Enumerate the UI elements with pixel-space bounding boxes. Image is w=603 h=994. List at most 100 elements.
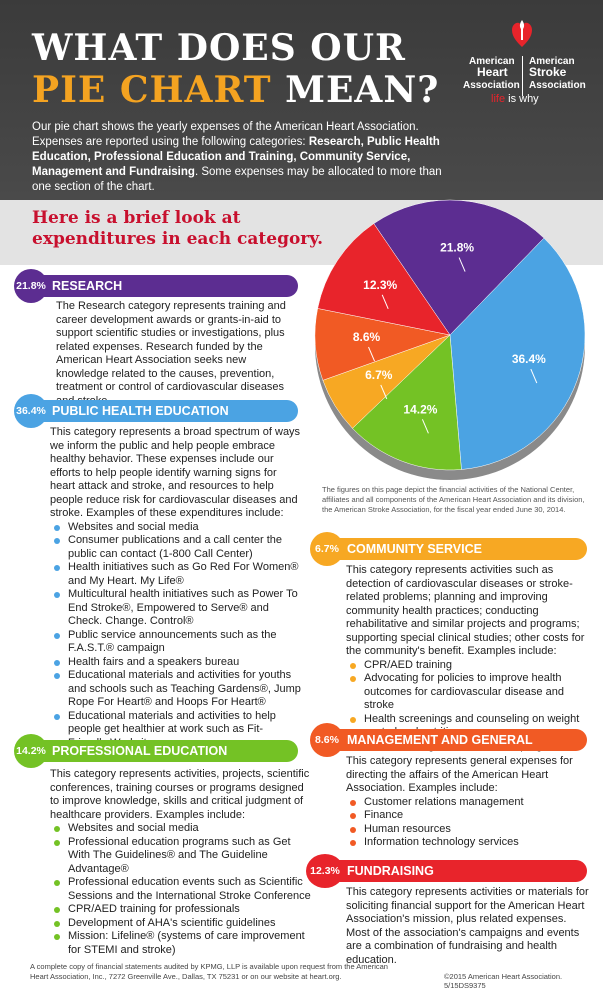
logo-text: American bbox=[469, 56, 515, 67]
pie-slice-professional-education-training bbox=[352, 334, 462, 471]
professional-list-item: Professional education events such as Sc… bbox=[50, 876, 312, 903]
bullet-icon bbox=[54, 839, 60, 846]
bullet-icon bbox=[54, 907, 60, 913]
tagline-life: life bbox=[491, 93, 506, 105]
bullet-icon bbox=[350, 840, 356, 846]
management-body: This category represents general expense… bbox=[346, 755, 586, 850]
aha-asa-logo: American Heart Association American Stro… bbox=[463, 18, 593, 118]
public-health-percent-badge: 36.4% bbox=[14, 394, 48, 428]
title-end: MEAN? bbox=[285, 69, 440, 111]
public-item-text: Consumer publications and a call center … bbox=[68, 534, 283, 560]
professional-item-text: Professional education events such as Sc… bbox=[68, 876, 311, 902]
fundraising-header: FUNDRAISING bbox=[333, 860, 587, 882]
pie-slice-research bbox=[373, 199, 545, 336]
public-health-text: This category represents a broad spectru… bbox=[50, 426, 301, 519]
research-text: The Research category represents trainin… bbox=[56, 300, 286, 407]
title-highlight: PIE CHART bbox=[32, 69, 272, 111]
bullet-icon bbox=[350, 799, 356, 806]
pie-label-leader bbox=[381, 294, 389, 310]
bullet-icon bbox=[54, 524, 60, 531]
community-item-text: Advocating for policies to improve healt… bbox=[364, 672, 564, 711]
fundraising-body: This category represents activities or m… bbox=[346, 886, 591, 967]
bullet-icon bbox=[54, 565, 60, 571]
research-body: The Research category represents trainin… bbox=[56, 300, 296, 408]
bullet-icon bbox=[54, 659, 60, 666]
professional-body: This category represents activities, pro… bbox=[50, 768, 312, 957]
public-item-text: Educational materials and activities for… bbox=[68, 669, 301, 708]
public-item-text: Websites and social media bbox=[68, 520, 199, 533]
public-list-item: Educational materials and activities to … bbox=[50, 710, 302, 751]
professional-list-item: Websites and social media bbox=[50, 822, 312, 836]
management-list-item: Finance bbox=[346, 809, 586, 823]
professional-list-item: CPR/AED training for professionals bbox=[50, 903, 312, 917]
logo-text: Association bbox=[463, 80, 520, 91]
community-percent-badge: 6.7% bbox=[310, 532, 344, 566]
community-list-item: Advocating for policies to improve healt… bbox=[346, 672, 591, 713]
management-item-text: Human resources bbox=[364, 822, 451, 835]
professional-item-text: Development of AHA's scientific guidelin… bbox=[68, 916, 276, 929]
brief-heading: Here is a brief look at expenditures in … bbox=[32, 208, 324, 249]
tagline: life is why bbox=[491, 93, 539, 105]
public-health-list: Websites and social media Consumer public… bbox=[50, 521, 302, 751]
professional-item-text: Mission: Lifeline® (systems of care impr… bbox=[68, 930, 305, 956]
bullet-icon bbox=[54, 592, 60, 598]
pie-slice-public-health-education bbox=[449, 237, 586, 470]
pie-slice-label: 14.2% bbox=[403, 402, 437, 416]
title-line-2: PIE CHART MEAN? bbox=[32, 70, 439, 110]
logo-divider bbox=[522, 56, 523, 96]
pie-label-leader bbox=[530, 368, 538, 384]
bullet-icon bbox=[54, 538, 60, 544]
bullet-icon bbox=[54, 880, 60, 886]
management-list-item: Information technology services bbox=[346, 836, 586, 850]
public-item-text: Multicultural health initiatives such as… bbox=[68, 588, 298, 627]
management-list: Customer relations management Finance Huma… bbox=[346, 796, 586, 850]
public-list-item: Health initiatives such as Go Red For Wo… bbox=[50, 561, 302, 588]
community-title: COMMUNITY SERVICE bbox=[347, 542, 482, 556]
community-list-item: CPR/AED training bbox=[346, 659, 591, 673]
header-banner bbox=[0, 0, 603, 200]
intro-categories: Research, Public Health Education, Profe… bbox=[32, 136, 440, 178]
public-item-text: Educational materials and activities to … bbox=[68, 709, 276, 749]
footer-audit-note: A complete copy of financial statements … bbox=[30, 962, 388, 981]
community-item-text: CPR/AED training bbox=[364, 658, 453, 671]
public-list-item: Educational materials and activities for… bbox=[50, 669, 302, 710]
public-list-item: Health fairs and a speakers bureau bbox=[50, 656, 302, 670]
public-list-item: Multicultural health initiatives such as… bbox=[50, 588, 302, 629]
professional-item-text: Websites and social media bbox=[68, 822, 199, 834]
professional-item-text: CPR/AED training for professionals bbox=[68, 903, 240, 915]
pie-slice-label: 12.3% bbox=[363, 278, 397, 292]
pie-label-leader bbox=[421, 419, 429, 434]
pie-slice-label: 21.8% bbox=[440, 241, 474, 255]
management-title: MANAGEMENT AND GENERAL bbox=[347, 733, 533, 747]
bullet-icon bbox=[350, 813, 356, 819]
professional-percent-badge: 14.2% bbox=[14, 734, 48, 768]
community-header: COMMUNITY SERVICE bbox=[333, 538, 587, 560]
management-item-text: Information technology services bbox=[364, 836, 519, 848]
research-title: RESEARCH bbox=[52, 279, 123, 293]
professional-list-item: Professional education programs such as … bbox=[50, 836, 312, 877]
management-item-text: Customer relations management bbox=[364, 795, 524, 808]
pie-slice-label: 36.4% bbox=[512, 352, 546, 366]
management-text: This category represents general expense… bbox=[346, 755, 573, 794]
bullet-icon bbox=[54, 826, 60, 832]
management-list-item: Human resources bbox=[346, 823, 586, 837]
logo-text: Heart bbox=[477, 65, 508, 79]
public-list-item: Consumer publications and a call center … bbox=[50, 534, 302, 561]
public-item-text: Public service announcements such as the… bbox=[68, 628, 277, 655]
professional-item-text: Professional education programs such as … bbox=[68, 835, 291, 875]
pie-slice-label: 6.7% bbox=[365, 368, 393, 382]
management-header: MANAGEMENT AND GENERAL bbox=[333, 729, 587, 751]
logo-text: Stroke bbox=[529, 65, 567, 79]
bullet-icon bbox=[54, 934, 60, 940]
bullet-icon bbox=[54, 920, 60, 927]
title-line-1: WHAT DOES OUR bbox=[32, 27, 406, 69]
bullet-icon bbox=[350, 662, 356, 669]
bullet-icon bbox=[54, 632, 60, 639]
public-list-item: Websites and social media bbox=[50, 521, 302, 535]
expense-pie-chart: 21.8% 36.4% 14.2% 6.7% 8.6% 12.3% bbox=[314, 199, 586, 480]
public-health-body: This category represents a broad spectru… bbox=[50, 426, 302, 750]
fundraising-text: This category represents activities or m… bbox=[346, 886, 589, 966]
public-item-text: Health fairs and a speakers bureau bbox=[68, 655, 240, 668]
professional-list: Websites and social media Professional ed… bbox=[50, 822, 312, 957]
footer-copyright: ©2015 American Heart Association. 5/15DS… bbox=[444, 972, 563, 990]
